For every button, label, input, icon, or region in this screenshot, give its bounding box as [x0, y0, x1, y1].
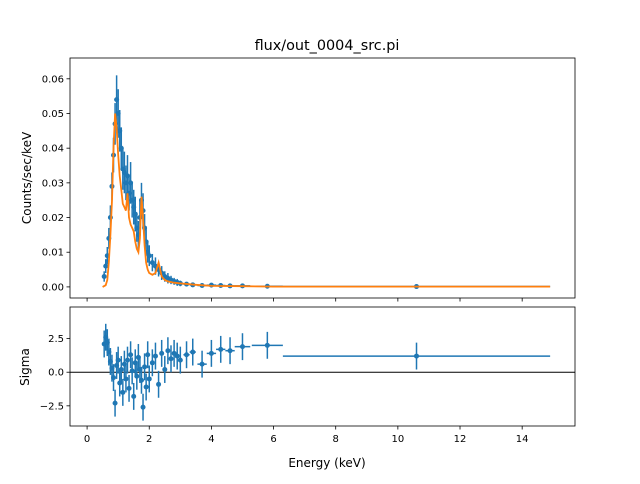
data-point: [103, 263, 109, 269]
data-point: [126, 385, 132, 391]
data-point: [414, 353, 420, 359]
data-point: [184, 352, 190, 358]
data-point: [239, 344, 245, 350]
data-point: [121, 361, 127, 367]
data-point: [218, 346, 224, 352]
data-point: [190, 349, 196, 355]
data-point: [165, 348, 171, 354]
data-point: [123, 376, 129, 382]
y-tick-label: 2.5: [48, 334, 64, 345]
data-point: [145, 352, 151, 358]
data-point: [264, 342, 270, 348]
data-point: [112, 400, 118, 406]
data-point: [143, 384, 149, 390]
y-tick-label: 0.03: [42, 178, 64, 189]
x-tick-label: 4: [208, 434, 214, 445]
data-point: [129, 368, 135, 374]
y-tick-label: 0.0: [48, 368, 64, 379]
xlabel: Energy (keV): [288, 456, 365, 470]
y-tick-label: 0.02: [42, 213, 64, 224]
y-tick-label: 0.01: [42, 248, 64, 259]
data-point: [115, 357, 121, 363]
x-tick-label: 0: [84, 434, 90, 445]
y-tick-label: 0.06: [42, 74, 64, 85]
y-tick-label: 0.04: [42, 144, 64, 155]
x-tick-label: 14: [516, 434, 529, 445]
data-point: [149, 260, 155, 266]
data-point: [120, 389, 126, 395]
data-point: [111, 375, 117, 381]
x-tick-label: 10: [391, 434, 404, 445]
x-tick-label: 12: [454, 434, 467, 445]
data-point: [152, 353, 158, 359]
data-point: [101, 273, 107, 279]
x-tick-label: 8: [333, 434, 339, 445]
y-tick-label: −2.5: [40, 401, 64, 412]
data-point: [227, 348, 233, 354]
y-tick-label: 0.00: [42, 282, 64, 293]
data-point: [118, 367, 124, 373]
data-point: [174, 353, 180, 359]
y-tick-label: 0.05: [42, 109, 64, 120]
x-tick-label: 6: [270, 434, 276, 445]
bottom-axes: 0 2 4 6 8 10 12 14 −2.5 0.0 2.5: [40, 306, 576, 445]
data-point: [134, 373, 140, 379]
data-point: [128, 352, 134, 358]
data-point: [156, 381, 162, 387]
axes-frame: [69, 57, 576, 299]
data-point: [168, 356, 174, 362]
data-point: [124, 357, 130, 363]
data-point: [146, 253, 152, 259]
data-point: [177, 357, 183, 363]
x-tick-label: 2: [146, 434, 152, 445]
data-point: [146, 376, 152, 382]
data-point: [199, 361, 205, 367]
data-point: [131, 393, 137, 399]
data-point: [162, 367, 168, 373]
data-point: [208, 350, 214, 356]
data-point: [138, 377, 144, 383]
data-point: [159, 350, 165, 356]
axes-frame: [69, 306, 576, 427]
data-point: [142, 364, 148, 370]
chart-title: flux/out_0004_src.pi: [255, 38, 400, 54]
bottom-ylabel: Sigma: [18, 348, 32, 386]
top-axes: 0.00 0.01 0.02 0.03 0.04 0.05 0.06: [42, 57, 576, 302]
top-ylabel: Counts/sec/keV: [20, 131, 34, 224]
data-point: [149, 360, 155, 366]
data-point: [140, 404, 146, 410]
model-line: [102, 113, 551, 288]
